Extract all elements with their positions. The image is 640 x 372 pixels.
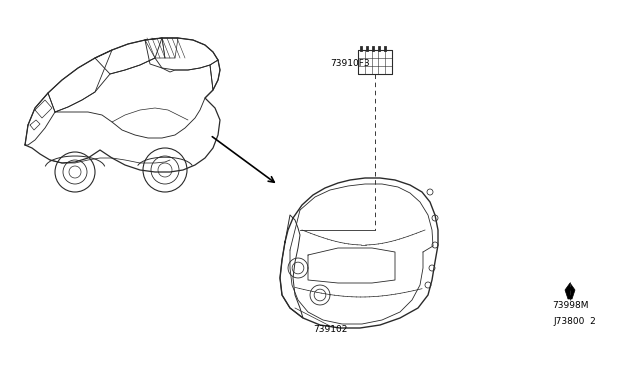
Text: 739102: 739102 bbox=[313, 326, 347, 334]
Text: J73800  2: J73800 2 bbox=[554, 317, 596, 327]
Text: 73998M: 73998M bbox=[552, 301, 588, 310]
Polygon shape bbox=[565, 283, 575, 299]
Text: 73910F3: 73910F3 bbox=[330, 58, 370, 67]
